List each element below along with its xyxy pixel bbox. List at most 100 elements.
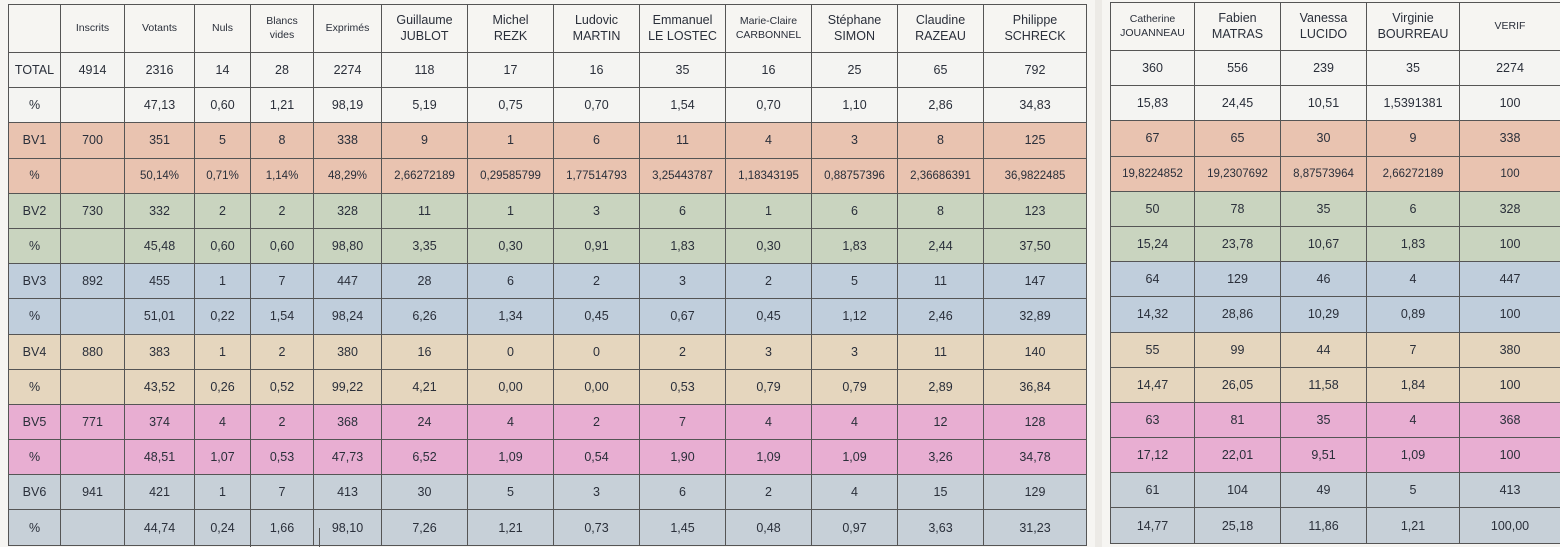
- table-cell: 380: [313, 333, 382, 370]
- table-cell: 892: [60, 263, 125, 300]
- table-cell: 11: [639, 122, 726, 159]
- table-cell: 2: [250, 333, 314, 370]
- table-cell: 5: [194, 122, 251, 159]
- column-header-text: MARTIN: [572, 28, 621, 43]
- column-header-text: vides: [269, 28, 295, 41]
- table-cell: 0,29585799: [467, 157, 554, 194]
- table-cell: 328: [313, 192, 382, 229]
- table-cell: 239: [1280, 49, 1367, 87]
- table-cell: 12: [897, 403, 984, 441]
- table-row: TOTAL 4914 2316 14 28 2274 118 17 16 35 16 25 65 792: [8, 51, 1087, 89]
- column-header-text: Emmanuel: [652, 12, 713, 27]
- column-header-text: Marie-Claire: [739, 15, 798, 28]
- table-cell: 1,12: [811, 298, 898, 335]
- column-header-text: JOUANNEAU: [1120, 26, 1185, 39]
- column-header: Inscrits: [60, 4, 125, 53]
- table-row: 64 129 46 4 447: [1110, 261, 1560, 298]
- table-cell: 98,19: [313, 87, 382, 124]
- table-cell: 2,46: [897, 298, 984, 335]
- table-cell: 2274: [313, 51, 382, 89]
- table-cell: 63: [1110, 401, 1195, 439]
- table-cell: 0,70: [553, 87, 640, 124]
- table-cell: 6: [811, 192, 898, 229]
- table-cell: 383: [124, 333, 195, 370]
- table-cell: 2316: [124, 51, 195, 89]
- column-header-text: REZK: [493, 28, 528, 43]
- table-cell: 0,70: [725, 87, 812, 124]
- table-cell: 3,25443787: [639, 157, 726, 194]
- table-cell: 0,79: [725, 368, 812, 405]
- table-cell: 455: [124, 263, 195, 300]
- table-cell: 51,01: [124, 298, 195, 335]
- table-cell: BV4: [8, 333, 61, 370]
- table-cell: 11,86: [1280, 507, 1367, 544]
- table-cell: 28: [381, 263, 468, 300]
- table-cell: 3,63: [897, 509, 984, 546]
- table-cell: 2,86: [897, 87, 984, 124]
- column-header: Nuls: [194, 4, 251, 53]
- table-cell: 0,53: [250, 439, 314, 476]
- table-cell: 7: [1366, 331, 1460, 368]
- table-cell: 22,01: [1194, 437, 1281, 474]
- table-cell: 4914: [60, 51, 125, 89]
- table-cell: TOTAL: [8, 51, 61, 89]
- table-cell: 19,2307692: [1194, 155, 1281, 192]
- table-cell: 44: [1280, 331, 1367, 368]
- table-cell: 0,48: [725, 509, 812, 546]
- table-cell: 4: [725, 403, 812, 441]
- table-cell: 100: [1459, 437, 1560, 474]
- table-cell: 6,26: [381, 298, 468, 335]
- table-cell: 1,54: [639, 87, 726, 124]
- table-cell: 81: [1194, 401, 1281, 439]
- table-cell: 14,47: [1110, 366, 1195, 403]
- table-cell: 0,45: [725, 298, 812, 335]
- table-cell: 14,32: [1110, 296, 1195, 333]
- table-cell: 368: [313, 403, 382, 441]
- table-cell: 10,29: [1280, 296, 1367, 333]
- table-cell: 941: [60, 474, 125, 511]
- table-cell: 0,60: [194, 87, 251, 124]
- table-cell: 1,21: [1366, 507, 1460, 544]
- table-cell: 31,23: [983, 509, 1087, 546]
- table-cell: 771: [60, 403, 125, 441]
- table-cell: 100,00: [1459, 507, 1560, 544]
- table-row: 360 556 239 35 2274: [1110, 49, 1560, 87]
- table-cell: 24,45: [1194, 85, 1281, 122]
- table-cell: 0: [553, 333, 640, 370]
- table-cell: 2: [194, 192, 251, 229]
- table-cell: 0,53: [639, 368, 726, 405]
- table-cell: 17: [467, 51, 554, 89]
- column-header: Virginie BOURREAU: [1366, 2, 1460, 51]
- table-cell: 28,86: [1194, 296, 1281, 333]
- table-cell: 9,51: [1280, 437, 1367, 474]
- table-cell: 2: [250, 192, 314, 229]
- table-cell: %: [8, 439, 61, 476]
- table-cell: 129: [1194, 261, 1281, 298]
- table-cell: 100: [1459, 296, 1560, 333]
- table-cell: 2: [725, 474, 812, 511]
- table-cell: 100: [1459, 85, 1560, 122]
- table-cell: 100: [1459, 366, 1560, 403]
- table-cell: 1,84: [1366, 366, 1460, 403]
- table-cell: 1,45: [639, 509, 726, 546]
- table-body: 360 556 239 35 2274 15,83 24,45 10,51 1,5391381 1…: [1110, 49, 1560, 544]
- column-header: Fabien MATRAS: [1194, 2, 1281, 51]
- table-cell: 7: [250, 263, 314, 300]
- table-cell: 8,87573964: [1280, 155, 1367, 192]
- table-cell: 351: [124, 122, 195, 159]
- table-cell: 11: [897, 263, 984, 300]
- table-row: 14,32 28,86 10,29 0,89 100: [1110, 296, 1560, 333]
- table-cell: 11: [897, 333, 984, 370]
- table-cell: 3: [553, 474, 640, 511]
- table-cell: 45,48: [124, 227, 195, 265]
- column-header: Stéphane SIMON: [811, 4, 898, 53]
- table-cell: 6: [639, 192, 726, 229]
- table-cell: 26,05: [1194, 366, 1281, 403]
- table-cell: 99,22: [313, 368, 382, 405]
- table-cell: 5: [1366, 472, 1460, 509]
- table-cell: 49: [1280, 472, 1367, 509]
- table-row: 19,8224852 19,2307692 8,87573964 2,66272189…: [1110, 155, 1560, 192]
- table-row: 55 99 44 7 380: [1110, 331, 1560, 368]
- column-header: Philippe SCHRECK: [983, 4, 1087, 53]
- table-cell: 48,29%: [313, 157, 382, 194]
